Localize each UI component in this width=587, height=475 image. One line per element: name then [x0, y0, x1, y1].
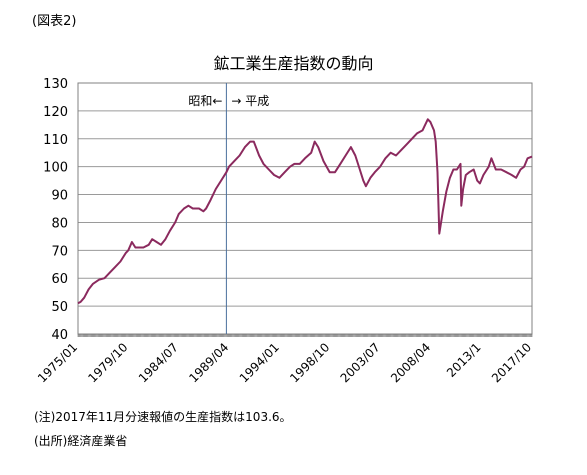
y-tick-label: 130 — [43, 77, 68, 92]
series-line — [77, 118, 533, 305]
y-tick-label: 110 — [43, 133, 68, 148]
x-tick-label: 1998/10 — [287, 340, 332, 385]
y-tick-label: 40 — [51, 328, 68, 343]
x-tick-label: 2008/04 — [388, 340, 433, 385]
x-tick-label: 2017/10 — [489, 340, 534, 385]
x-tick-label: 1975/01 — [35, 340, 80, 385]
plot-frame — [77, 82, 533, 335]
x-tick-label: 1994/01 — [237, 340, 282, 385]
y-tick-label: 70 — [51, 244, 68, 259]
y-tick-label: 90 — [51, 189, 68, 204]
x-tick-label: 1984/07 — [136, 340, 181, 385]
x-tick-label: 1979/10 — [85, 340, 130, 385]
footnote-note: (注)2017年11月分速報値の生産指数は103.6。 — [34, 410, 292, 424]
x-tick-label: 1989/04 — [186, 340, 231, 385]
y-tick-label: 100 — [43, 161, 68, 176]
footnote-source: (出所)経済産業省 — [34, 434, 128, 448]
y-tick-label: 50 — [51, 300, 68, 315]
x-tick-label: 2003/07 — [338, 340, 383, 385]
era-label-heisei: → 平成 — [231, 94, 269, 108]
figure-label: (図表2) — [32, 14, 77, 29]
chart-title: 鉱工業生産指数の動向 — [213, 54, 374, 73]
x-tick-label: 2013/1 — [444, 340, 484, 380]
y-tick-label: 60 — [51, 272, 68, 287]
era-label-showa: 昭和← — [188, 94, 222, 108]
y-tick-label: 80 — [51, 216, 68, 231]
y-tick-label: 120 — [43, 105, 68, 120]
